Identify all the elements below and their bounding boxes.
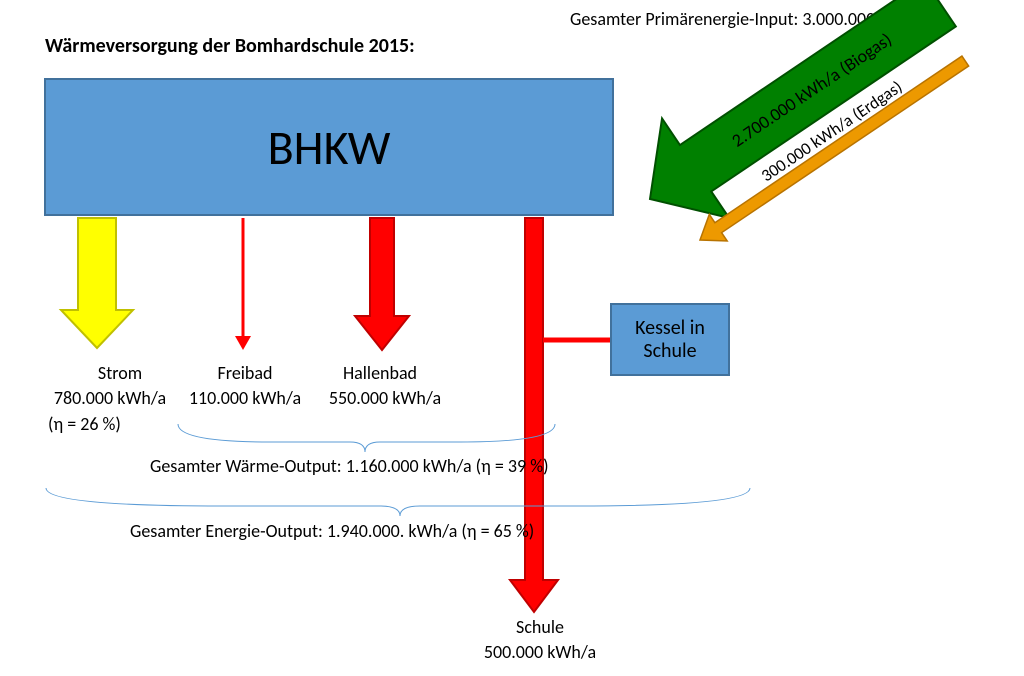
- strom-name: Strom: [60, 362, 180, 384]
- schule-value: 500.000 kWh/a: [460, 641, 620, 663]
- brace-energie: [46, 488, 750, 516]
- hallenbad-value: 550.000 kWh/a: [310, 387, 460, 409]
- freibad-value: 110.000 kWh/a: [175, 387, 315, 409]
- brace-waerme: [178, 424, 555, 452]
- hallenbad-name: Hallenbad: [320, 362, 440, 384]
- strom-eff: (η = 26 %): [48, 413, 121, 435]
- output-arrows: [0, 0, 1024, 676]
- waerme-output-label: Gesamter Wärme-Output: 1.160.000 kWh/a (…: [150, 455, 549, 477]
- freibad-arrow: [235, 218, 251, 350]
- schule-name: Schule: [480, 616, 600, 638]
- energie-output-label: Gesamter Energie-Output: 1.940.000. kWh/…: [130, 520, 534, 542]
- strom-value: 780.000 kWh/a: [35, 387, 185, 409]
- hallenbad-arrow: [355, 218, 409, 350]
- schule-arrow: [510, 218, 558, 612]
- freibad-name: Freibad: [185, 362, 305, 384]
- strom-arrow: [61, 218, 133, 348]
